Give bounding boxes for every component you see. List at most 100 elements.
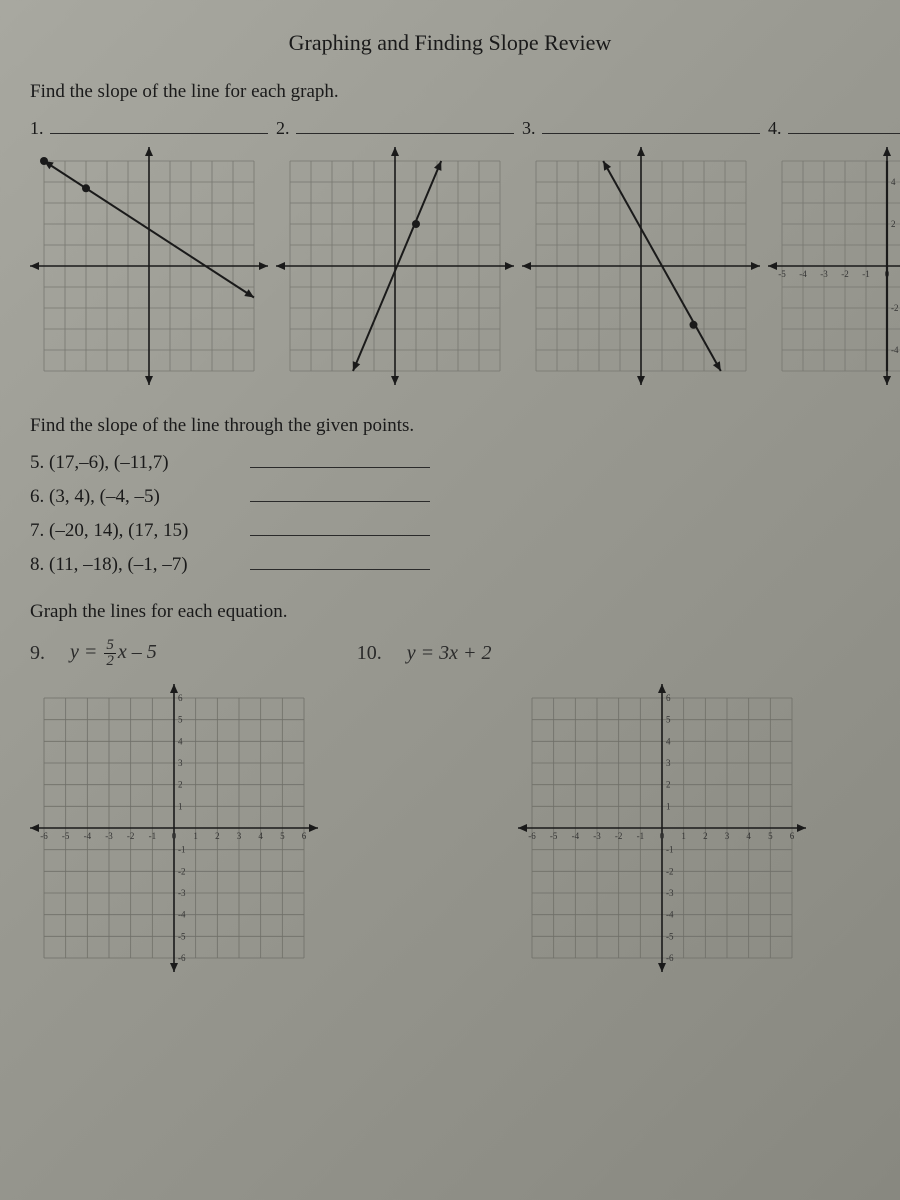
section2-head: Find the slope of the line through the g…: [30, 415, 870, 437]
svg-text:3: 3: [725, 831, 730, 841]
answer-blank[interactable]: [788, 118, 900, 134]
svg-text:-3: -3: [178, 888, 186, 898]
svg-text:-4: -4: [178, 910, 186, 920]
equation-text: y = 3x + 2: [407, 642, 492, 665]
svg-text:-1: -1: [637, 831, 645, 841]
points-problem: 8. (11, –18), (–1, –7): [30, 554, 870, 576]
coordinate-grid: -5-4-3-2-101234-4-224: [768, 147, 900, 385]
svg-text:2: 2: [666, 780, 671, 790]
svg-text:4: 4: [258, 831, 263, 841]
svg-text:-5: -5: [666, 931, 674, 941]
graph-problem: 3.: [522, 118, 760, 385]
svg-text:0: 0: [172, 831, 177, 841]
equation-problem: 10.y = 3x + 2: [357, 638, 492, 669]
svg-text:-2: -2: [127, 831, 134, 841]
svg-text:2: 2: [178, 780, 183, 790]
equation-text: y = 52x – 5: [70, 638, 157, 669]
equation-problem: 9. y = 52x – 5: [30, 638, 157, 669]
svg-text:-2: -2: [666, 866, 674, 876]
svg-text:6: 6: [790, 831, 795, 841]
svg-text:-6: -6: [528, 831, 536, 841]
svg-text:-1: -1: [862, 269, 870, 279]
bottom-graph-row: -6-5-4-3-2-10123456-6-5-4-3-2-1123456-6-…: [30, 684, 870, 972]
problem-number: 7.: [30, 520, 44, 541]
svg-text:6: 6: [302, 831, 307, 841]
svg-text:2: 2: [215, 831, 220, 841]
section3-head: Graph the lines for each equation.: [30, 601, 870, 623]
answer-blank[interactable]: [250, 520, 430, 536]
points-text: (11, –18), (–1, –7): [49, 554, 188, 575]
points-problems: 5. (17,–6), (–11,7)6. (3, 4), (–4, –5)7.…: [30, 452, 870, 576]
svg-text:5: 5: [280, 831, 285, 841]
svg-text:5: 5: [768, 831, 773, 841]
svg-text:5: 5: [178, 715, 183, 725]
svg-text:-6: -6: [40, 831, 48, 841]
points-problem: 7. (–20, 14), (17, 15): [30, 520, 870, 542]
problem-number: 3.: [522, 118, 536, 139]
svg-text:-4: -4: [891, 345, 899, 355]
problem-number: 1.: [30, 118, 44, 139]
blank-graph: -6-5-4-3-2-10123456-6-5-4-3-2-1123456: [518, 684, 806, 972]
answer-blank[interactable]: [50, 118, 269, 134]
svg-text:-3: -3: [105, 831, 113, 841]
svg-text:-2: -2: [841, 269, 849, 279]
coordinate-grid: -6-5-4-3-2-10123456-6-5-4-3-2-1123456: [518, 684, 806, 972]
svg-text:-5: -5: [178, 931, 186, 941]
coordinate-grid: -6-5-4-3-2-10123456-6-5-4-3-2-1123456: [30, 684, 318, 972]
answer-blank[interactable]: [250, 554, 430, 570]
svg-text:4: 4: [891, 177, 896, 187]
svg-text:5: 5: [666, 715, 671, 725]
problem-number: 5.: [30, 452, 44, 473]
coordinate-grid: [522, 147, 760, 385]
svg-text:6: 6: [666, 693, 671, 703]
answer-blank[interactable]: [542, 118, 761, 134]
svg-text:-5: -5: [62, 831, 70, 841]
points-problem: 5. (17,–6), (–11,7): [30, 452, 870, 474]
svg-text:2: 2: [891, 219, 896, 229]
blank-graph: -6-5-4-3-2-10123456-6-5-4-3-2-1123456: [30, 684, 318, 972]
svg-text:3: 3: [178, 758, 183, 768]
problem-number: 9.: [30, 642, 45, 665]
svg-text:-6: -6: [178, 953, 186, 963]
problem-number: 4.: [768, 118, 782, 139]
graph-problem: 2.: [276, 118, 514, 385]
svg-text:-3: -3: [820, 269, 828, 279]
svg-text:4: 4: [666, 736, 671, 746]
svg-text:-4: -4: [572, 831, 580, 841]
graph-problem: 1.: [30, 118, 268, 385]
svg-text:1: 1: [193, 831, 198, 841]
svg-text:-4: -4: [799, 269, 807, 279]
svg-text:-4: -4: [84, 831, 92, 841]
points-text: (3, 4), (–4, –5): [49, 486, 160, 507]
svg-text:6: 6: [178, 693, 183, 703]
coordinate-grid: [276, 147, 514, 385]
page-title: Graphing and Finding Slope Review: [30, 30, 870, 56]
svg-text:-4: -4: [666, 910, 674, 920]
svg-text:4: 4: [178, 736, 183, 746]
answer-blank[interactable]: [250, 486, 430, 502]
equation-row: 9. y = 52x – 5 10.y = 3x + 2: [30, 638, 870, 669]
svg-text:1: 1: [178, 801, 183, 811]
svg-text:-2: -2: [178, 866, 186, 876]
svg-text:-1: -1: [149, 831, 157, 841]
coordinate-grid: [30, 147, 268, 385]
points-text: (–20, 14), (17, 15): [49, 520, 188, 541]
svg-text:-5: -5: [550, 831, 558, 841]
svg-text:-1: -1: [178, 845, 186, 855]
answer-blank[interactable]: [250, 452, 430, 468]
answer-blank[interactable]: [296, 118, 515, 134]
svg-text:-2: -2: [891, 303, 899, 313]
svg-text:-3: -3: [593, 831, 601, 841]
graph-problem: 4.-5-4-3-2-101234-4-224: [768, 118, 900, 385]
svg-text:-6: -6: [666, 953, 674, 963]
svg-text:1: 1: [681, 831, 686, 841]
svg-text:-1: -1: [666, 845, 674, 855]
svg-text:2: 2: [703, 831, 708, 841]
problem-number: 6.: [30, 486, 44, 507]
top-graph-row: 1.2.3.4.-5-4-3-2-101234-4-224: [30, 118, 870, 385]
svg-text:-5: -5: [778, 269, 786, 279]
svg-text:4: 4: [746, 831, 751, 841]
section1-head: Find the slope of the line for each grap…: [30, 81, 870, 103]
svg-text:-2: -2: [615, 831, 623, 841]
svg-text:3: 3: [237, 831, 242, 841]
